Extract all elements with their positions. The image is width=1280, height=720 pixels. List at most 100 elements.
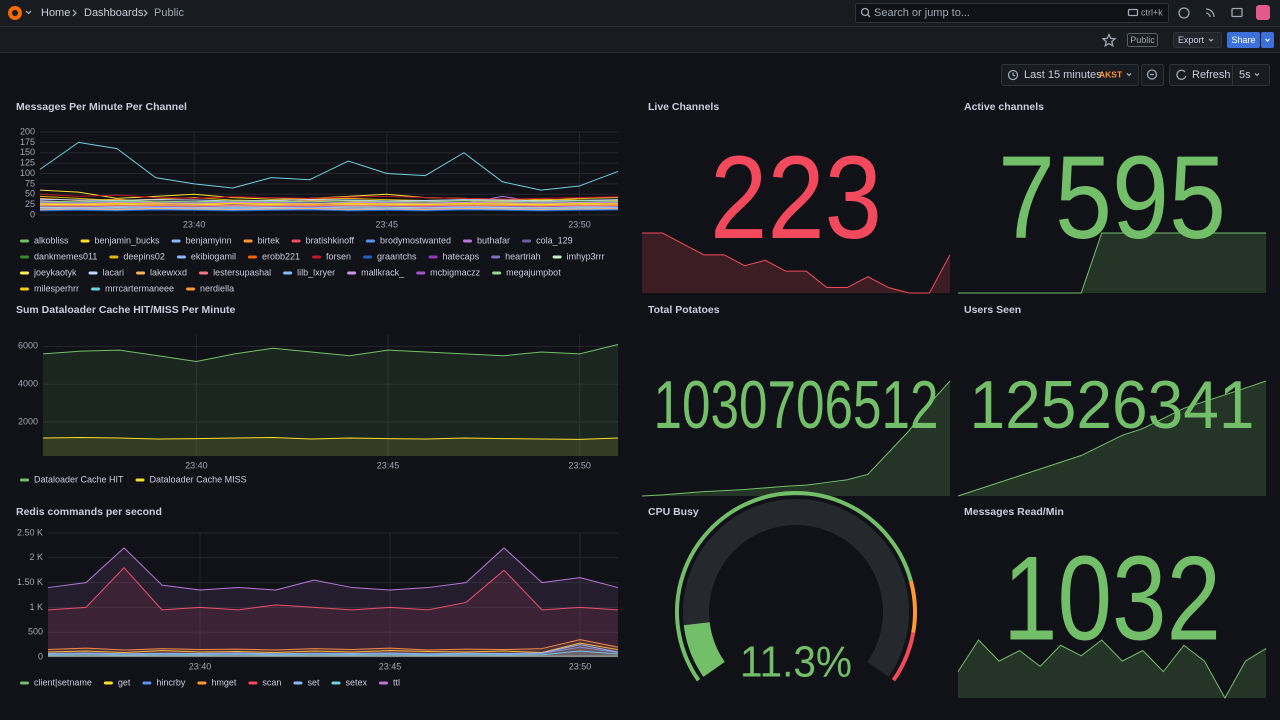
legend-key <box>312 255 321 259</box>
sparkline <box>642 232 951 294</box>
threshold-band <box>909 580 917 634</box>
sparkline-area <box>642 381 950 496</box>
series-line <box>42 436 619 440</box>
series-area <box>48 651 618 657</box>
search-box[interactable] <box>855 3 1169 23</box>
legend-label: deepins02 <box>123 251 165 261</box>
avatar[interactable] <box>1256 5 1270 20</box>
series-line <box>39 208 619 211</box>
breadcrumb: Public <box>154 7 184 19</box>
toolbar <box>0 27 1280 52</box>
legend-label: Dataloader Cache HIT <box>34 474 124 484</box>
series-line <box>39 206 619 209</box>
legend-label: mallkrack_ <box>361 267 405 277</box>
y-tick-label: 500 <box>28 627 43 637</box>
series-line <box>47 639 619 651</box>
clock-icon <box>1007 69 1019 81</box>
y-tick-label: 0 <box>30 209 35 219</box>
legend-label: buthafar <box>477 235 510 245</box>
chevron <box>1254 73 1260 77</box>
export-button[interactable] <box>1173 32 1222 48</box>
y-tick-label: 0 <box>38 651 43 661</box>
legend-label: client|setname <box>34 677 92 687</box>
sparkline-area <box>958 640 1266 698</box>
legend-label: forsen <box>326 251 351 261</box>
legend-key <box>91 287 101 291</box>
x-tick-label: 23:50 <box>569 661 592 671</box>
kiosk-icon[interactable] <box>1231 7 1243 18</box>
series-line <box>39 202 619 204</box>
refresh-label: Refresh <box>1192 69 1231 81</box>
breadcrumb[interactable]: Dashboards <box>84 7 144 19</box>
legend-key <box>283 271 293 275</box>
refresh-picker[interactable] <box>1169 64 1270 86</box>
series-area <box>43 344 618 456</box>
legend-label: benjamin_bucks <box>95 235 161 245</box>
legend-key <box>347 271 357 275</box>
panel-title: Redis commands per second <box>16 506 162 518</box>
y-tick-label: 1.50 K <box>17 577 43 587</box>
y-tick-label: 6000 <box>18 341 38 351</box>
y-tick-label: 50 <box>25 189 35 199</box>
legend-key <box>428 255 438 259</box>
legend-key <box>171 239 181 243</box>
sparkline-area <box>642 233 950 293</box>
share-button[interactable] <box>1227 32 1260 48</box>
legend-label: cola_129 <box>536 235 573 245</box>
legend-label: birtek <box>258 235 281 245</box>
legend-key <box>20 478 29 482</box>
legend-key <box>552 255 562 259</box>
legend-key <box>20 681 29 685</box>
star-icon[interactable] <box>1101 32 1117 48</box>
breadcrumb[interactable]: Home <box>41 7 70 19</box>
share-menu[interactable] <box>1261 32 1274 48</box>
gauge-track <box>683 499 909 677</box>
public-badge <box>1127 33 1158 47</box>
y-tick-label: 2000 <box>18 416 38 426</box>
legend-label: setex <box>345 677 367 687</box>
chevron <box>1208 38 1214 42</box>
legend-label: milesperhrr <box>34 283 79 293</box>
stat-value: 1032 <box>1003 532 1221 666</box>
series-area <box>48 567 618 657</box>
legend-key <box>80 239 90 243</box>
threshold-band <box>891 632 916 682</box>
legend-label: joeykaotyk <box>33 267 77 277</box>
stat-value: 12526341 <box>970 367 1255 443</box>
separator <box>143 9 148 17</box>
panel-title: Sum Dataloader Cache HIT/MISS Per Minute <box>16 304 236 316</box>
legend-key <box>378 681 388 685</box>
sparkline-area <box>958 233 1266 293</box>
y-tick-label: 150 <box>20 147 35 157</box>
legend-key <box>463 239 473 243</box>
legend-label: set <box>307 677 320 687</box>
chevron <box>1265 38 1270 42</box>
series-line <box>39 200 619 203</box>
legend-label: lestersupashal <box>213 267 271 277</box>
panel-title: Messages Read/Min <box>964 506 1064 518</box>
x-tick-label: 23:45 <box>376 219 399 229</box>
legend-key <box>186 287 196 291</box>
legend-label: bratishkinoff <box>306 235 355 245</box>
legend-label: hatecaps <box>443 251 480 261</box>
sparkline-area <box>958 381 1266 496</box>
timezone: AKST <box>1099 69 1123 79</box>
legend-key <box>20 287 29 291</box>
legend-key <box>247 255 257 259</box>
series-area <box>43 437 618 456</box>
series-line <box>39 209 619 212</box>
search-icon <box>867 14 871 18</box>
sparkline <box>957 380 1267 497</box>
chevron <box>25 10 32 15</box>
legend-label: megajumpbot <box>506 267 561 277</box>
stat-value: 7595 <box>998 132 1226 264</box>
series-line <box>39 204 619 207</box>
series-line <box>39 198 619 202</box>
legend-key <box>291 239 301 243</box>
time-picker[interactable] <box>1001 64 1139 86</box>
legend-label: lakewxxd <box>150 267 187 277</box>
help-icon[interactable] <box>1178 7 1190 19</box>
y-tick-label: 1 K <box>29 602 43 612</box>
